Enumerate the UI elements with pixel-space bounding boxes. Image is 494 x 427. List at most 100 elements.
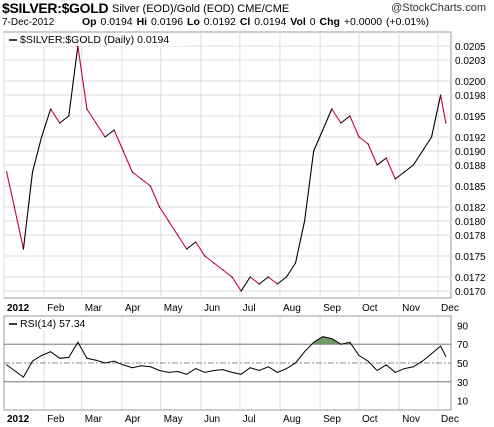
rsi-point: [6, 364, 8, 366]
price-point: [249, 276, 251, 278]
price-line-segment: [404, 164, 414, 173]
rsi-point: [267, 366, 269, 368]
price-line-segment: [358, 136, 369, 145]
price-point: [430, 136, 433, 138]
price-point: [412, 164, 415, 166]
stockcharts-logo[interactable]: @StockCharts.com: [391, 2, 486, 14]
price-y-tick-label: 0.0182: [455, 203, 486, 214]
price-y-tick-label: 0.0192: [455, 133, 486, 144]
price-point: [385, 157, 387, 159]
price-y-tick-label: 0.0198: [455, 91, 486, 102]
price-point: [258, 283, 260, 285]
price-line-segment: [77, 45, 88, 110]
price-line-segment: [86, 108, 97, 124]
price-line-segment: [204, 255, 215, 264]
rsi-frame: [3, 315, 452, 411]
rsi-point: [231, 371, 233, 373]
rsi-x-tick-label: Dec: [441, 414, 459, 425]
price-x-tick-label: May: [164, 303, 183, 314]
ohlc-readout: Op 0.0194 Hi 0.0196 Lo 0.0192 Cl 0.0194 …: [82, 16, 429, 28]
price-point: [5, 171, 8, 173]
chart-date: 7-Dec-2012: [2, 17, 55, 28]
price-x-tick-label: Jul: [243, 303, 256, 314]
change-value: +0.0000 (+0.01%): [343, 16, 429, 28]
rsi-overbought-fill: [311, 336, 341, 345]
open-label: Op: [82, 16, 97, 28]
rsi-panel: 90 70 50 30 10 RSI(14) 57.34 2012 Feb Mar Apr May J…: [3, 315, 469, 425]
price-x-tick-label: Feb: [47, 303, 65, 314]
rsi-point: [77, 341, 79, 343]
rsi-point: [322, 336, 324, 338]
price-line-segment: [95, 122, 106, 138]
rsi-x-tick-label: Aug: [283, 414, 301, 425]
rsi-point: [367, 360, 369, 362]
rsi-point: [86, 357, 88, 359]
price-point: [186, 248, 188, 250]
price-line-segment: [68, 45, 79, 117]
price-point: [204, 255, 206, 257]
rsi-x-tick-label: Mar: [85, 414, 103, 425]
price-point: [40, 136, 43, 138]
price-point: [222, 269, 224, 271]
price-point: [276, 283, 278, 285]
rsi-point: [104, 362, 106, 364]
price-line-segment: [322, 108, 333, 131]
price-point: [113, 129, 115, 131]
price-point: [376, 164, 378, 166]
price-line-segment: [104, 129, 115, 138]
price-y-tick-label: 0.0203: [455, 56, 486, 67]
rsi-point: [421, 360, 423, 362]
price-point: [440, 94, 442, 96]
price-y-tick-label: 0.0178: [455, 231, 486, 242]
rsi-point: [349, 341, 351, 343]
rsi-x-tick-label: Jun: [204, 414, 220, 425]
rsi-point: [13, 370, 15, 372]
price-point: [140, 178, 142, 180]
rsi-y-tick-label: 30: [457, 378, 469, 389]
price-line-segment: [31, 136, 43, 173]
price-point: [177, 234, 179, 236]
rsi-point: [195, 368, 197, 370]
price-legend-bg: [6, 33, 186, 46]
price-point: [231, 276, 233, 278]
price-point: [267, 276, 269, 278]
price-point: [285, 276, 288, 278]
price-line-segment: [440, 94, 447, 124]
rsi-x-tick-label: Oct: [362, 414, 378, 425]
rsi-point: [186, 373, 188, 375]
price-line-segment: [258, 276, 269, 285]
chart-description: Silver (EOD)/Gold (EOD) CME/CME: [112, 3, 290, 15]
rsi-point: [177, 370, 179, 372]
rsi-legend-bg: [6, 317, 92, 330]
price-line-segment: [231, 276, 242, 292]
price-line-segment: [41, 108, 52, 138]
price-point: [104, 136, 106, 138]
rsi-point: [331, 338, 333, 340]
price-y-tick-label: 0.0175: [455, 252, 486, 263]
price-line-segment: [367, 143, 378, 166]
rsi-point: [158, 370, 160, 372]
low-label: Lo: [187, 16, 200, 28]
price-line-segment: [186, 241, 197, 250]
price-y-tick-label: 0.0188: [455, 161, 486, 172]
rsi-y-tick-label: 90: [457, 321, 469, 332]
price-point: [445, 122, 447, 124]
close-label: Cl: [239, 16, 251, 28]
rsi-point: [59, 357, 61, 359]
open-value: 0.0194: [100, 16, 133, 28]
rsi-point: [22, 376, 24, 378]
rsi-point: [431, 353, 433, 355]
price-point: [22, 248, 25, 250]
volume-label: Vol: [290, 16, 306, 28]
price-line-segment: [349, 115, 360, 138]
price-point: [358, 136, 360, 138]
rsi-x-tick-label: Feb: [47, 414, 65, 425]
price-x-tick-label: Nov: [402, 303, 420, 314]
price-point: [195, 241, 197, 243]
rsi-x-tick-label: Sep: [323, 414, 341, 425]
rsi-point: [50, 351, 52, 353]
price-line-segment: [285, 262, 296, 278]
price-point: [122, 150, 124, 152]
price-y-tick-label: 0.0180: [455, 217, 486, 228]
price-line-segment: [422, 136, 433, 152]
